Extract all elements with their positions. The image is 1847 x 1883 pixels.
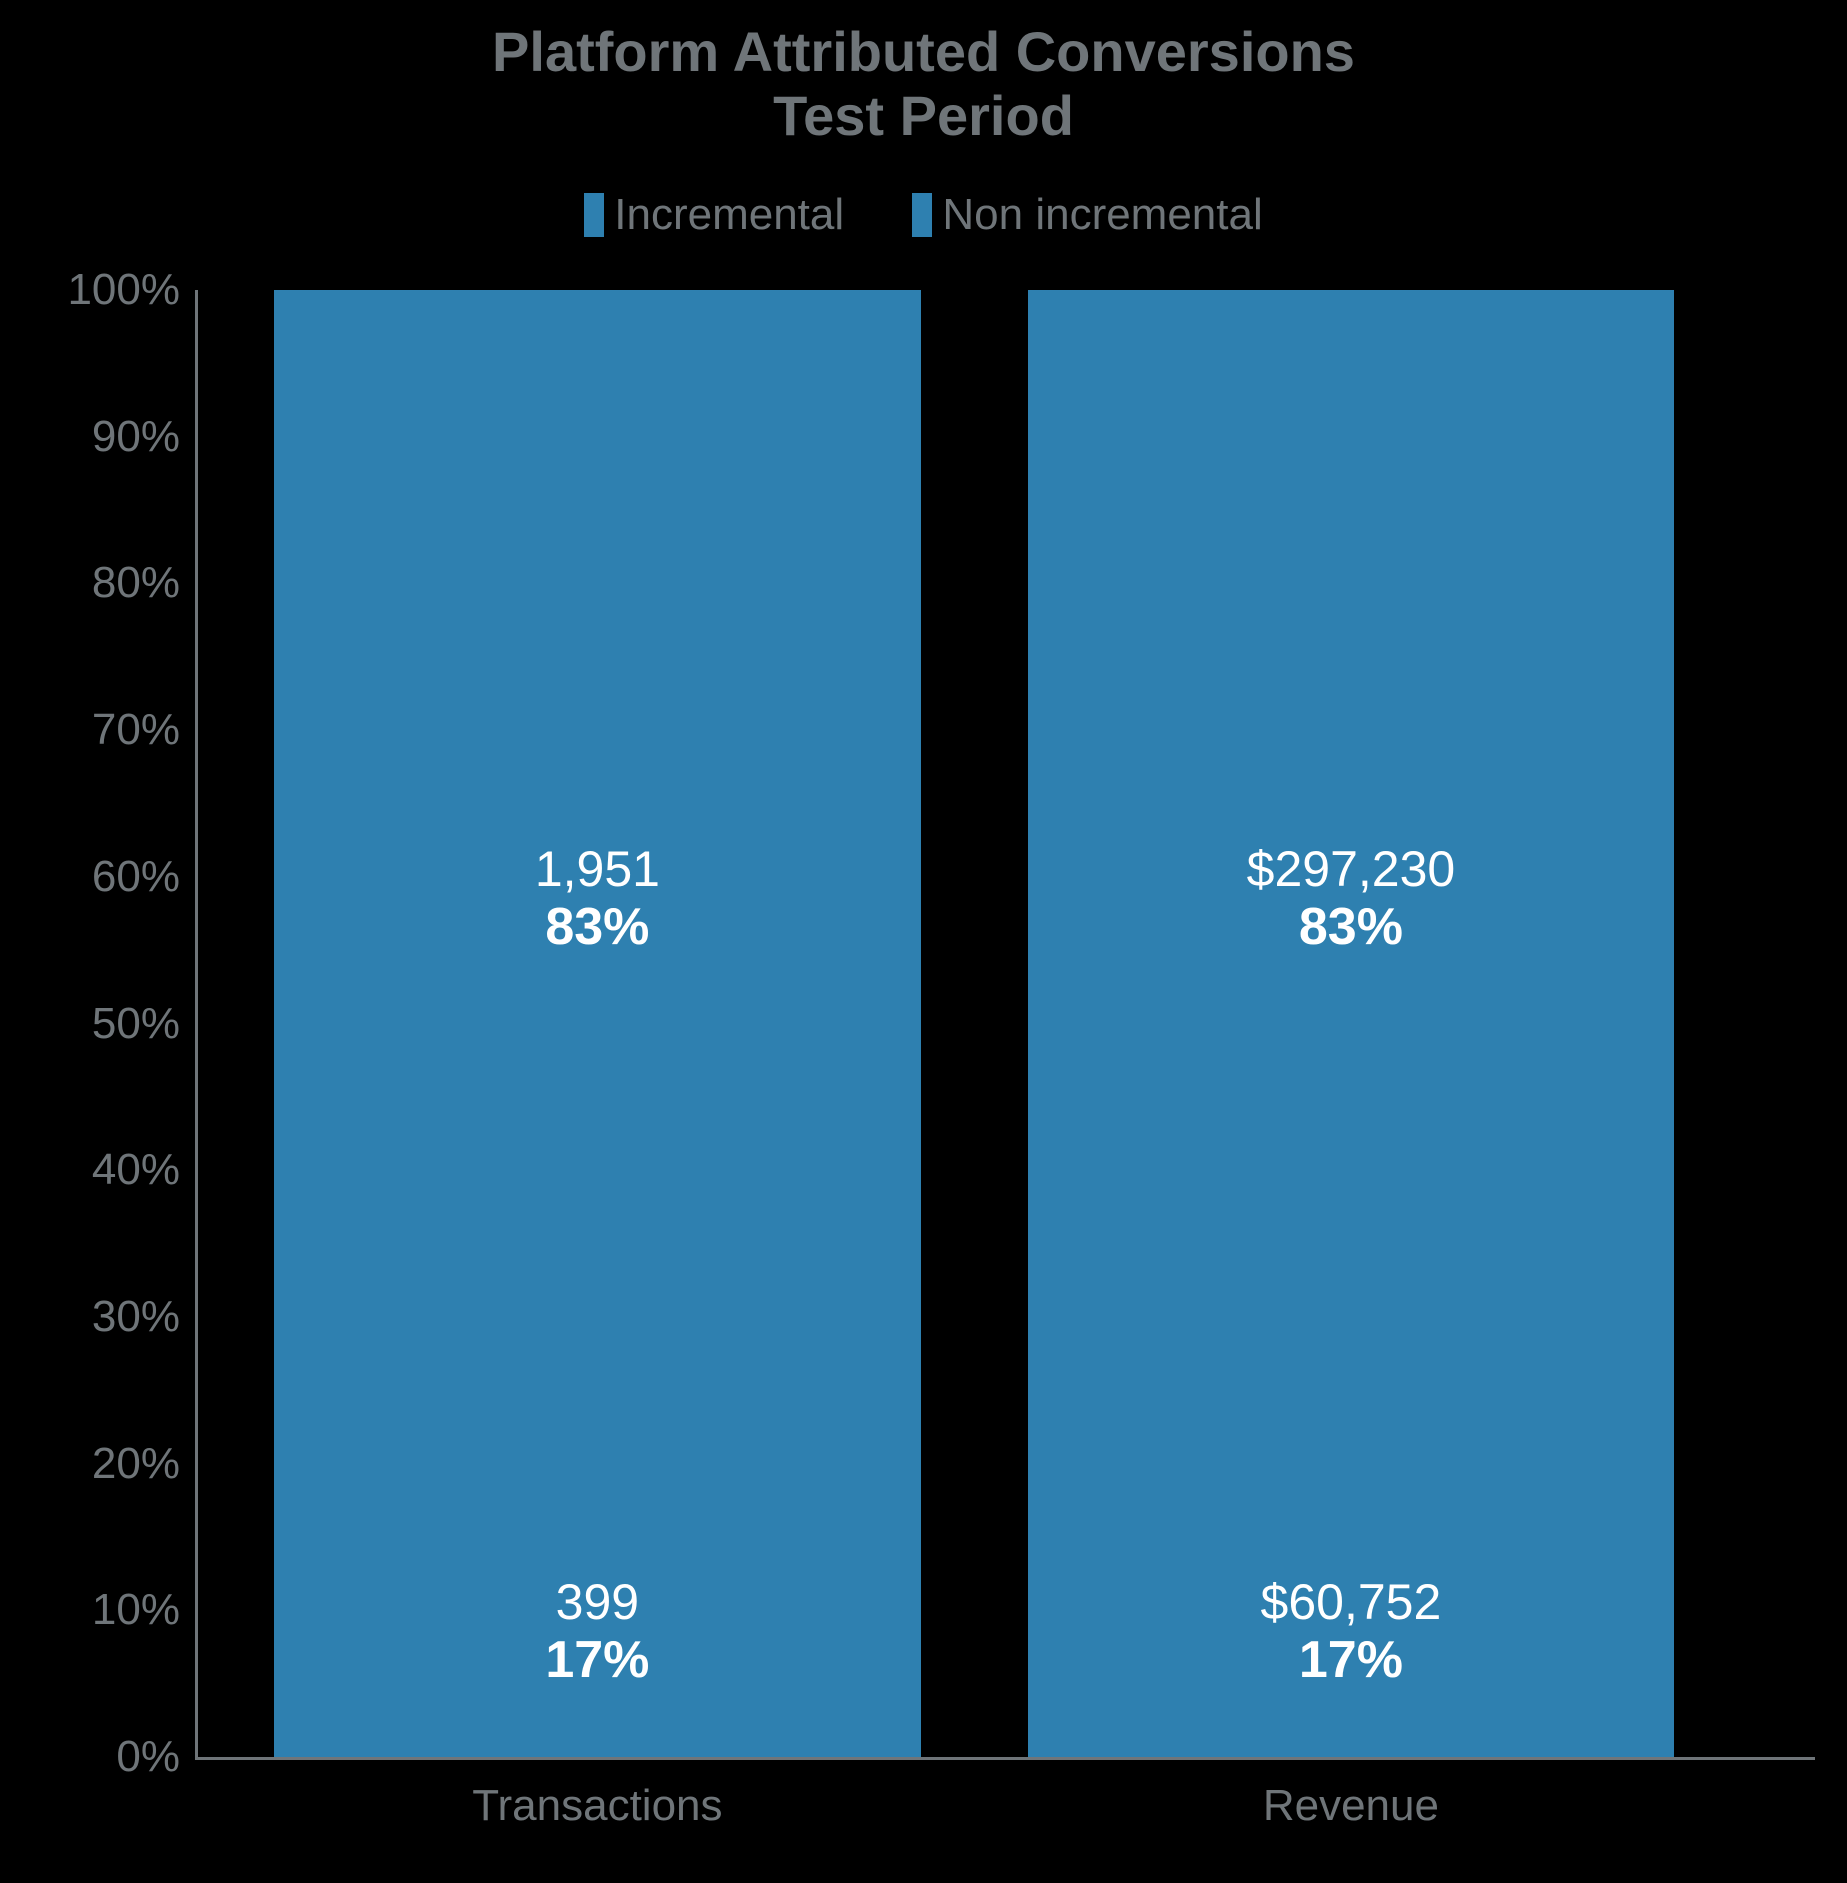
bar-column: 39917%1,95183% — [274, 290, 921, 1757]
y-tick-label: 20% — [92, 1439, 198, 1489]
stacked-bar-chart: Platform Attributed Conversions Test Per… — [0, 0, 1847, 1883]
segment-pct-label: 17% — [1299, 1632, 1403, 1689]
y-tick-label: 80% — [92, 558, 198, 608]
plot-area: 0%10%20%30%40%50%60%70%80%90%100%39917%1… — [195, 290, 1815, 1760]
bar-column: $60,75217%$297,23083% — [1028, 290, 1675, 1757]
y-tick-label: 30% — [92, 1292, 198, 1342]
y-tick-label: 100% — [67, 265, 198, 315]
y-tick-label: 10% — [92, 1585, 198, 1635]
segment-pct-label: 17% — [545, 1632, 649, 1689]
legend-item-non-incremental: Non incremental — [912, 190, 1262, 240]
y-tick-label: 90% — [92, 412, 198, 462]
segment-pct-label: 83% — [545, 899, 649, 956]
segment-pct-label: 83% — [1299, 899, 1403, 956]
legend-item-incremental: Incremental — [584, 190, 844, 240]
chart-legend: Incremental Non incremental — [0, 190, 1847, 248]
y-tick-label: 0% — [116, 1732, 198, 1782]
legend-label-incremental: Incremental — [614, 190, 844, 240]
y-tick-label: 50% — [92, 999, 198, 1049]
legend-label-non-incremental: Non incremental — [942, 190, 1262, 240]
segment-value-label: $60,752 — [1261, 1575, 1442, 1630]
segment-value-label: 1,951 — [535, 842, 660, 897]
bar-segment: 39917% — [274, 1508, 921, 1757]
legend-swatch-non-incremental — [912, 193, 932, 237]
chart-title: Platform Attributed Conversions Test Per… — [0, 20, 1847, 149]
segment-value-label: $297,230 — [1247, 842, 1456, 897]
y-tick-label: 70% — [92, 705, 198, 755]
y-tick-label: 40% — [92, 1145, 198, 1195]
chart-title-line1: Platform Attributed Conversions — [0, 20, 1847, 84]
bar-segment: $60,75217% — [1028, 1508, 1675, 1757]
chart-title-line2: Test Period — [0, 84, 1847, 148]
legend-swatch-incremental — [584, 193, 604, 237]
bar-segment: 1,95183% — [274, 290, 921, 1508]
x-tick-label: Revenue — [1263, 1757, 1439, 1831]
x-tick-label: Transactions — [472, 1757, 722, 1831]
bar-segment: $297,23083% — [1028, 290, 1675, 1508]
segment-value-label: 399 — [556, 1575, 639, 1630]
y-tick-label: 60% — [92, 852, 198, 902]
